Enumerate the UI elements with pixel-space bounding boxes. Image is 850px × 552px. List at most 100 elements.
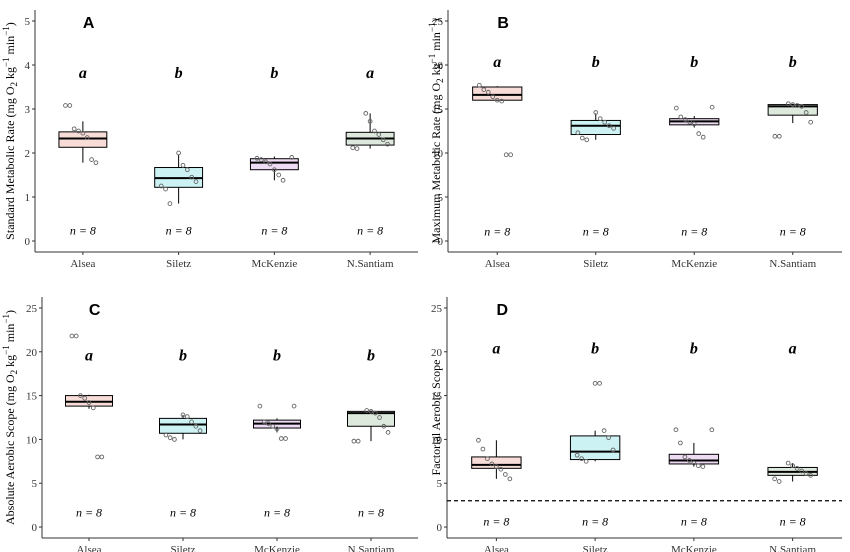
- panel-c: 0 5 10 15 20 25 Absolute Aerobic Scope (mg O2 …: [1, 297, 418, 552]
- sample-size-label: n = 8: [358, 506, 384, 520]
- y-axis-title-part: Maximum Metabolic Rate (mg O: [429, 83, 443, 244]
- data-point: [700, 134, 706, 140]
- y-tick-label: 25: [431, 303, 443, 315]
- sample-size-label: n = 8: [483, 514, 509, 528]
- y-tick-label: 0: [438, 236, 444, 248]
- data-point: [682, 117, 688, 122]
- data-point: [167, 201, 173, 206]
- data-point: [575, 130, 581, 136]
- significance-letter: b: [270, 65, 278, 82]
- data-point: [280, 177, 286, 183]
- data-point: [93, 160, 99, 166]
- y-tick-label: 20: [431, 347, 443, 359]
- y-tick-label: 25: [432, 16, 444, 28]
- sample-size-label: n = 8: [357, 223, 383, 237]
- y-tick-label: 5: [438, 192, 444, 204]
- data-point: [180, 412, 186, 418]
- data-point: [377, 415, 382, 420]
- box: [668, 453, 720, 465]
- data-point: [709, 427, 715, 433]
- data-point: [611, 126, 617, 131]
- y-tick-label: 4: [25, 60, 31, 72]
- x-tick-label: N.Santiam: [769, 544, 816, 552]
- panel-label: D: [497, 302, 509, 319]
- x-tick-label: N.Santiam: [347, 258, 394, 270]
- sample-size-label: n = 8: [264, 506, 290, 520]
- y-axis-title-part: −1: [427, 23, 437, 33]
- data-point: [380, 137, 386, 143]
- data-point: [794, 103, 800, 108]
- sample-size-label: n = 8: [780, 514, 806, 528]
- data-point: [494, 97, 500, 103]
- data-point: [687, 119, 693, 125]
- data-point: [364, 408, 370, 413]
- data-point: [189, 174, 195, 180]
- data-point: [363, 111, 369, 116]
- box: [249, 158, 299, 171]
- y-tick-label: 15: [26, 391, 38, 403]
- x-tick-label: Alsea: [485, 258, 510, 270]
- data-point: [163, 432, 169, 438]
- significance-letter: a: [492, 341, 500, 358]
- data-point: [372, 128, 377, 134]
- data-point: [481, 87, 487, 92]
- data-point: [193, 179, 199, 184]
- data-point: [579, 135, 585, 141]
- group-mckenzie: McKenzie b n = 8: [668, 341, 720, 552]
- y-axis-title-part: −1: [427, 54, 437, 64]
- data-point: [63, 103, 68, 108]
- y-tick-label: 5: [437, 478, 443, 490]
- data-point: [90, 405, 96, 411]
- y-axis-title-part: kg: [429, 63, 443, 78]
- significance-letter: b: [690, 54, 698, 71]
- y-tick-label: 25: [26, 303, 38, 315]
- significance-letter: a: [79, 65, 87, 82]
- group-alsea: Alsea a n = 8: [65, 333, 113, 552]
- data-point: [82, 395, 88, 401]
- data-point: [574, 452, 580, 458]
- data-point: [606, 435, 611, 441]
- group-alsea: Alsea a n = 8: [472, 54, 523, 270]
- data-point: [503, 472, 508, 477]
- box: [569, 435, 621, 461]
- data-point: [67, 103, 73, 108]
- significance-letter: b: [273, 348, 281, 365]
- sample-size-label: n = 8: [681, 225, 707, 239]
- y-axis-title: Factorial Aerobic Scope: [429, 360, 443, 476]
- data-point: [354, 146, 360, 151]
- data-point: [772, 476, 778, 482]
- group-mckenzie: McKenzie b n = 8: [669, 54, 720, 270]
- data-point: [799, 104, 805, 109]
- data-point: [584, 137, 590, 143]
- x-tick-label: McKenzie: [254, 544, 300, 552]
- x-tick-label: Siletz: [166, 258, 191, 270]
- sample-size-label: n = 8: [261, 223, 287, 237]
- box: [159, 417, 207, 434]
- sample-size-label: n = 8: [681, 514, 707, 528]
- data-point: [799, 468, 804, 474]
- data-point: [503, 152, 509, 158]
- sample-size-label: n = 8: [582, 514, 608, 528]
- significance-letter: a: [789, 341, 797, 358]
- y-axis-title-part: −1: [1, 314, 11, 324]
- data-point: [499, 98, 505, 104]
- y-axis-title-part: 2: [9, 370, 19, 375]
- y-axis-title-part: −1: [1, 345, 11, 355]
- data-point: [602, 119, 608, 125]
- y-tick-label: 5: [32, 478, 38, 490]
- data-point: [267, 161, 273, 167]
- significance-letter: b: [789, 54, 797, 71]
- data-point: [808, 472, 813, 478]
- data-point: [167, 435, 173, 441]
- data-point: [579, 456, 585, 462]
- y-tick-label: 3: [25, 104, 31, 116]
- group-nsantiam: N.Santiam a n = 8: [345, 65, 395, 270]
- data-point: [385, 430, 391, 435]
- data-point: [254, 155, 260, 161]
- x-tick-label: McKenzie: [251, 258, 297, 270]
- data-point: [776, 479, 782, 484]
- data-point: [257, 403, 263, 409]
- data-point: [678, 114, 684, 120]
- data-point: [272, 167, 277, 173]
- x-tick-label: Alsea: [484, 544, 509, 552]
